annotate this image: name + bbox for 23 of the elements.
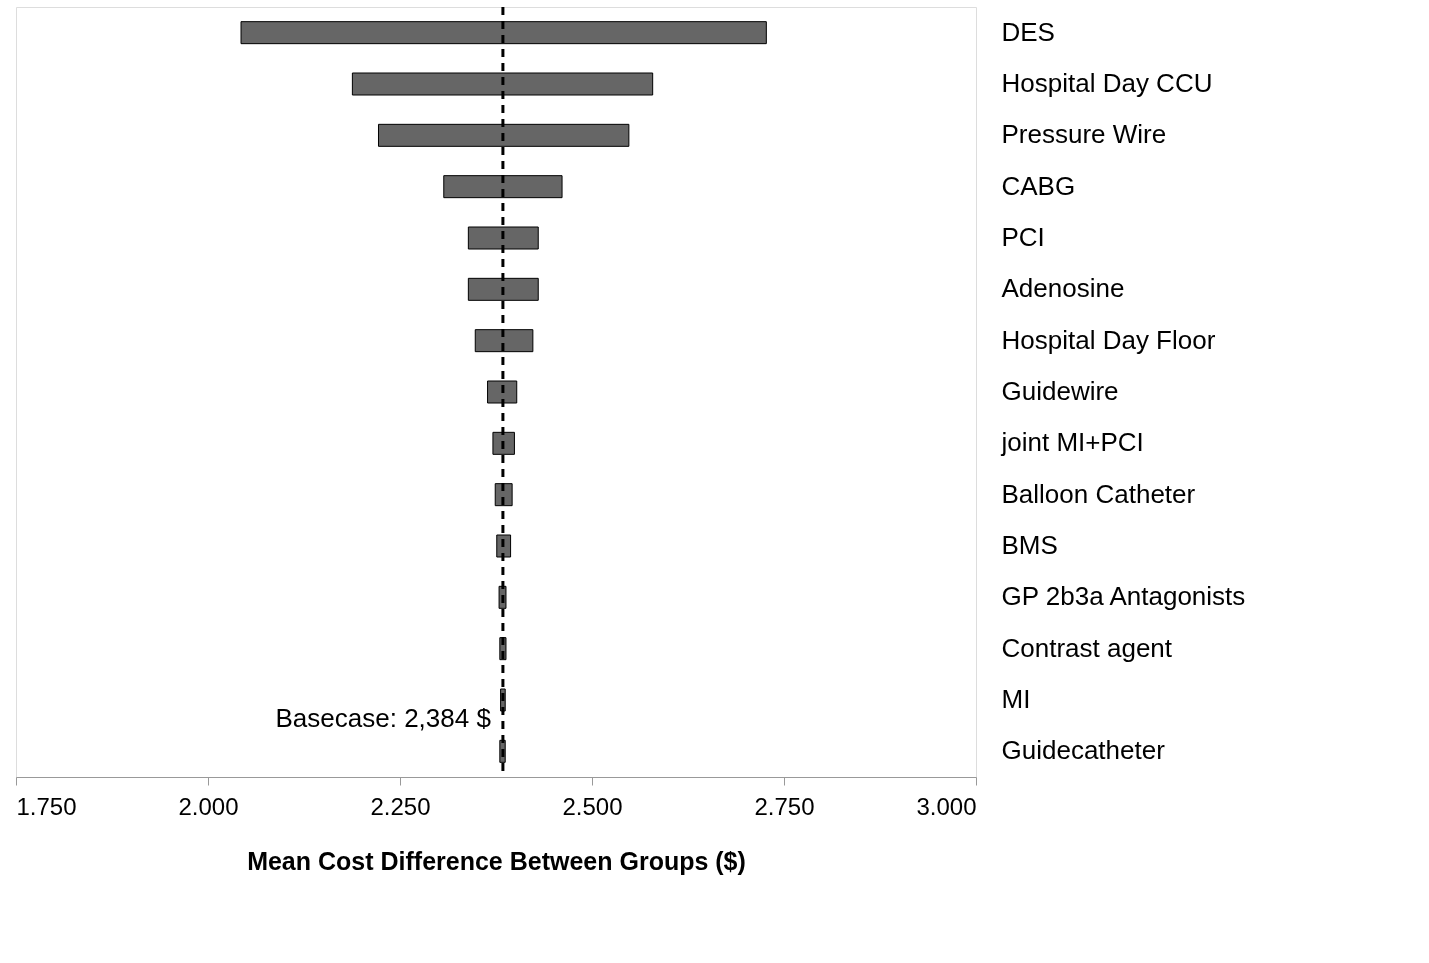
x-tick-label: 3.000 bbox=[916, 792, 977, 820]
y-tick-label: Hospital Day Floor bbox=[1001, 324, 1216, 355]
y-tick-label: GP 2b3a Antagonists bbox=[1001, 581, 1246, 612]
ref-line-label: Basecase: 2,384 $ bbox=[275, 703, 492, 734]
y-tick-label: BMS bbox=[1001, 530, 1058, 560]
y-tick-label: joint MI+PCI bbox=[1000, 427, 1144, 458]
y-tick-label: MI bbox=[1001, 684, 1031, 714]
y-tick-label: CABG bbox=[1001, 170, 1076, 201]
x-tick-label: 2.250 bbox=[370, 792, 431, 820]
y-tick-label: Hospital Day CCU bbox=[1001, 68, 1213, 98]
y-tick-label: Guidecatheter bbox=[1001, 735, 1166, 766]
y-tick-label: Guidewire bbox=[1001, 376, 1119, 406]
x-axis-title: Mean Cost Difference Between Groups ($) bbox=[247, 846, 746, 875]
y-tick-label: Adenosine bbox=[1001, 273, 1125, 304]
y-tick-label: Pressure Wire bbox=[1001, 119, 1167, 150]
x-tick-label: 2.000 bbox=[178, 792, 239, 820]
y-tick-label: PCI bbox=[1001, 222, 1045, 252]
y-tick-label: DES bbox=[1001, 16, 1055, 47]
x-tick-label: 1.750 bbox=[16, 792, 77, 820]
y-tick-label: Balloon Catheter bbox=[1001, 478, 1196, 509]
x-tick-label: 2.750 bbox=[754, 792, 815, 820]
x-tick-label: 2.500 bbox=[562, 792, 623, 820]
y-tick-label: Contrast agent bbox=[1001, 632, 1173, 663]
